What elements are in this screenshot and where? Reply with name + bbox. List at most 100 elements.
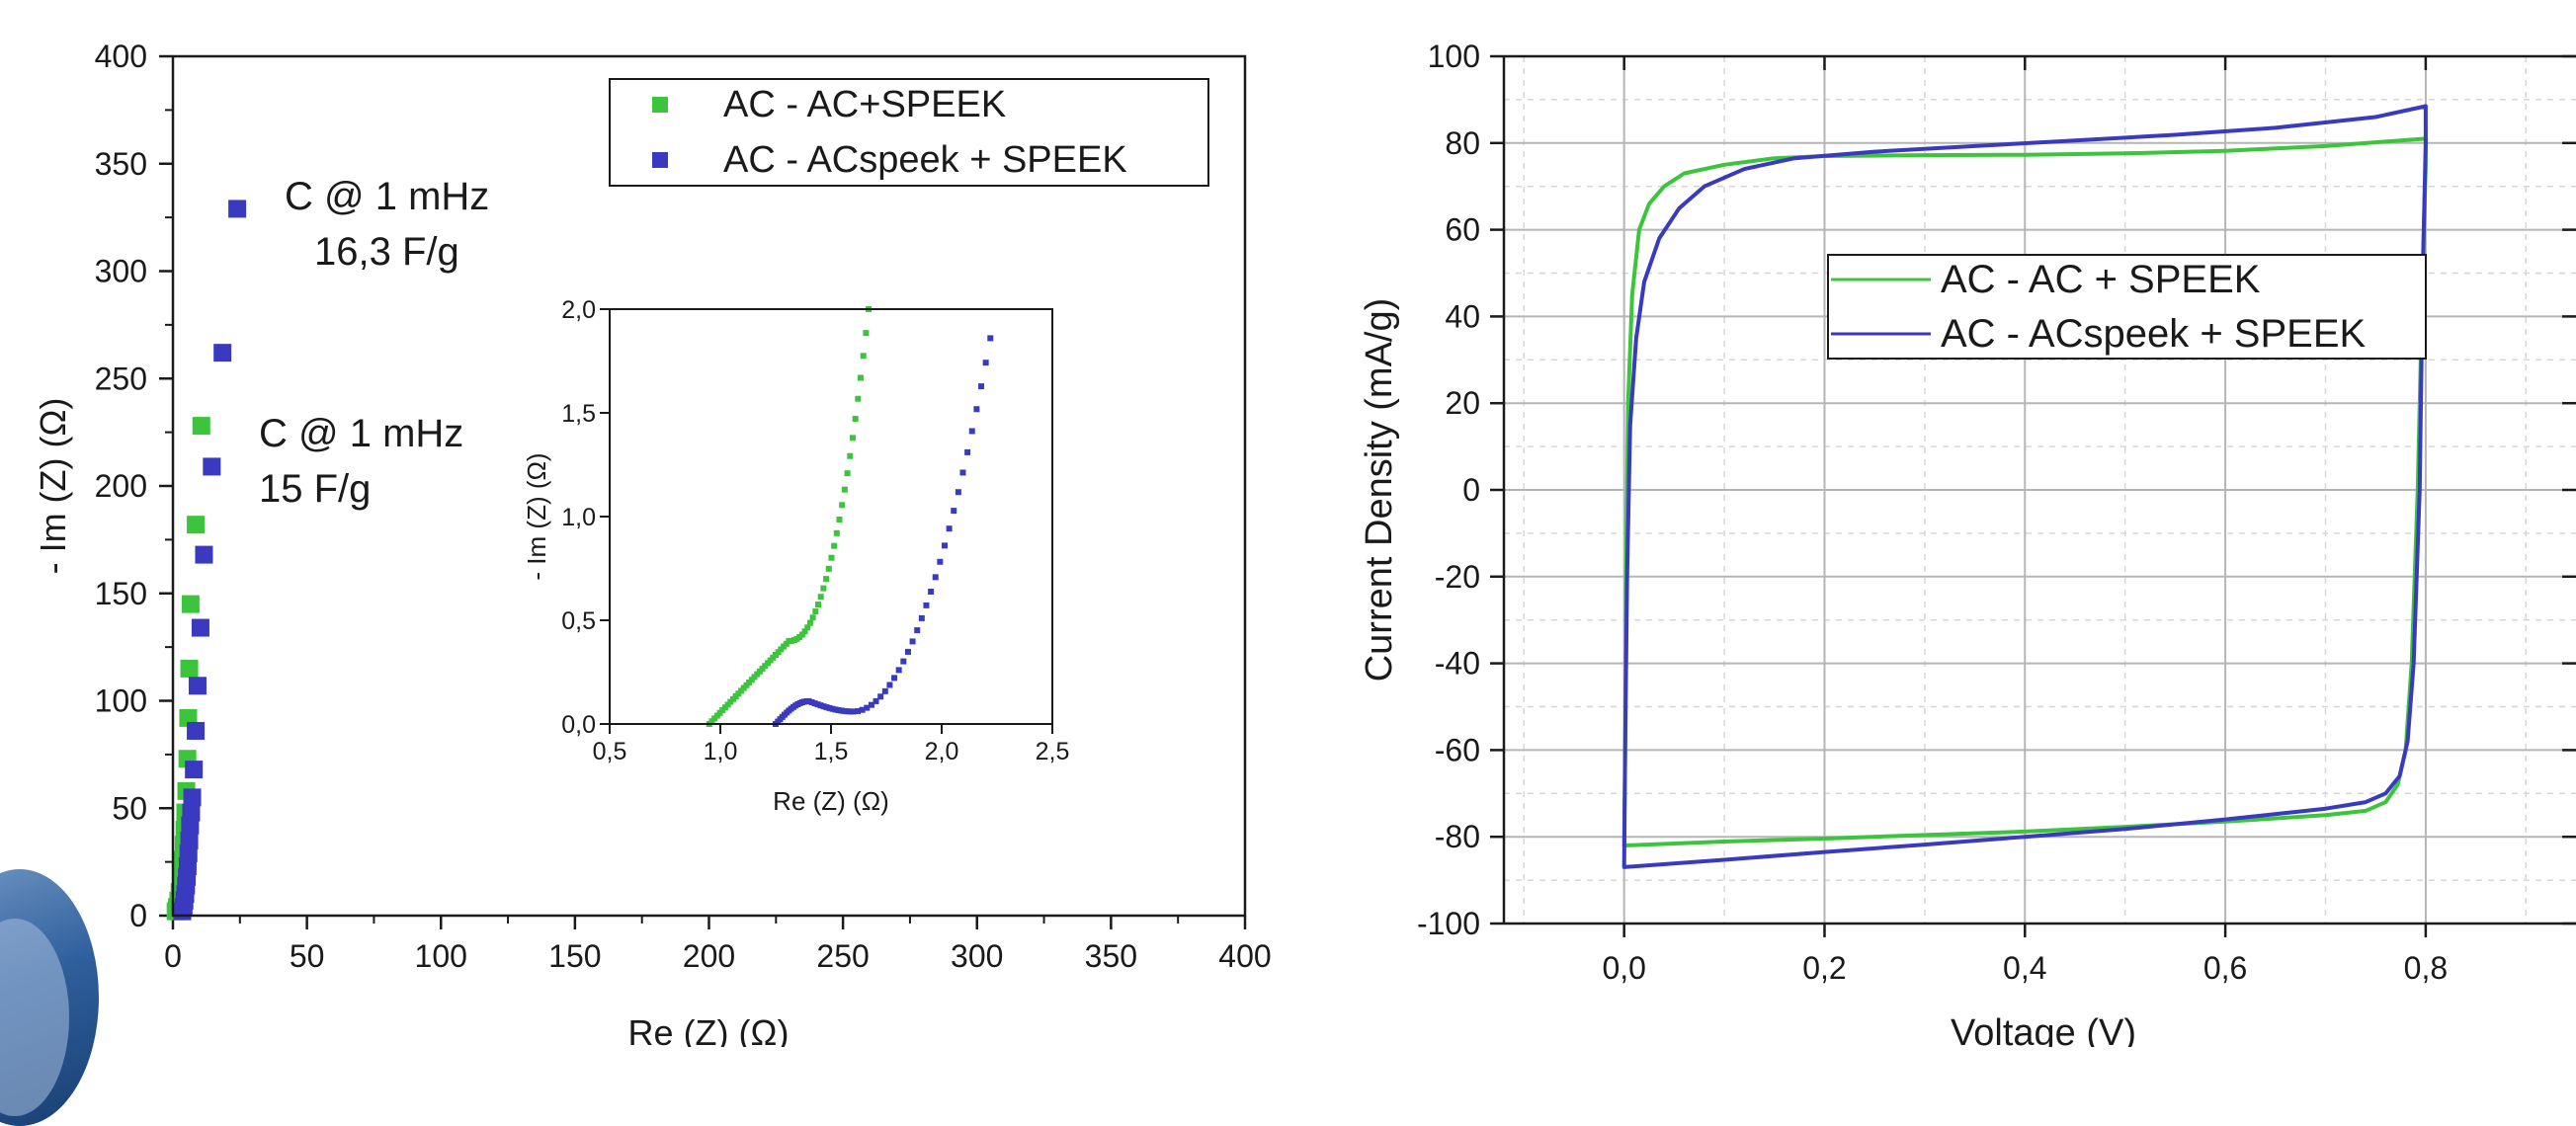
- inset-point-green: [849, 435, 856, 442]
- inset-point-green: [844, 470, 851, 477]
- annotation-blue-line-1: C @ 1 mHz: [285, 175, 489, 218]
- inset-point-blue: [982, 360, 989, 366]
- inset-y-tick-label: 0,0: [561, 711, 596, 739]
- inset-point-blue: [900, 658, 907, 665]
- nyquist-point-blue: [228, 200, 247, 218]
- inset-point-blue: [964, 448, 971, 455]
- nyquist-x-tick-label: 50: [290, 938, 325, 974]
- inset-point-green: [804, 624, 811, 631]
- inset-point-blue: [914, 627, 921, 634]
- inset-point-blue: [895, 667, 902, 674]
- inset-point-blue: [868, 701, 874, 708]
- cv-x-tick-label: 0,2: [1802, 950, 1846, 986]
- nyquist-legend: AC - AC+SPEEK AC - ACspeek + SPEEK: [609, 78, 1209, 187]
- cv-y-tick-label: 0: [1462, 472, 1480, 508]
- inset-point-green: [858, 374, 865, 381]
- nyquist-x-tick-labels: 0 50 100 150 200 250 300 350 400: [164, 938, 1272, 974]
- nyquist-x-tick-label: 150: [548, 938, 601, 974]
- inset-point-green: [828, 554, 835, 561]
- nyquist-inset: 0,5 1,0 1,5 2,0 2,5 0,00,51,01,52,0 Re (Z) (…: [522, 296, 1069, 816]
- inset-point-blue: [955, 489, 961, 496]
- nyquist-tick-marks: [159, 54, 1247, 929]
- inset-point-green: [841, 486, 848, 493]
- nyquist-point-blue: [185, 761, 204, 779]
- inset-point-green: [836, 516, 843, 523]
- inset-point-blue: [946, 525, 953, 532]
- nyquist-y-tick-label: 0: [129, 898, 147, 933]
- legend-marker-blue: [652, 152, 668, 168]
- nyquist-point-blue: [203, 457, 221, 476]
- cv-y-tick-label: 40: [1445, 298, 1480, 334]
- inset-x-tick-label: 0,5: [593, 738, 627, 765]
- inset-data-points: [706, 306, 994, 727]
- inset-point-blue: [918, 614, 925, 621]
- inset-point-green: [812, 608, 819, 615]
- figure-svg: 0 50 100 150 200 250 300 350 400 050100150200250…: [33, 39, 2576, 1054]
- annotation-blue-line-2: 16,3 F/g: [314, 230, 459, 274]
- inset-point-green: [817, 594, 824, 601]
- inset-x-tick-label: 2,0: [925, 738, 959, 765]
- inset-point-blue: [873, 697, 879, 704]
- figure-canvas: 0 50 100 150 200 250 300 350 400 0 50 100 150 200 250…: [0, 39, 2576, 1126]
- inset-point-blue: [886, 682, 893, 688]
- nyquist-x-tick-label: 250: [816, 938, 869, 974]
- nyquist-y-axis-label: - Im (Z) (Ω): [33, 398, 73, 575]
- cv-tick-marks: [1490, 54, 2576, 937]
- inset-point-green: [809, 614, 816, 621]
- cv-x-tick-label: 0,6: [2203, 950, 2247, 986]
- inset-point-blue: [959, 469, 966, 476]
- cv-y-tick-label: -80: [1435, 819, 1480, 854]
- inset-point-blue: [951, 508, 957, 515]
- nyquist-y-tick-label: 200: [95, 468, 147, 504]
- nyquist-y-tick-label: 250: [95, 361, 147, 396]
- inset-point-green: [825, 565, 832, 572]
- nyquist-point-blue: [213, 344, 232, 362]
- cv-x-tick-labels: 0,0 0,2 0,4 0,6 0,8: [1602, 950, 2448, 986]
- nyquist-y-tick-label: 50: [112, 790, 147, 826]
- nyquist-data-points: [166, 200, 247, 921]
- cv-y-tick-label: -20: [1435, 559, 1480, 595]
- legend-marker-green: [652, 97, 668, 113]
- inset-point-blue: [973, 406, 980, 413]
- inset-point-blue: [859, 706, 866, 713]
- inset-x-tick-label: 2,5: [1036, 738, 1070, 765]
- cv-x-axis-label: Voltage (V): [1951, 1012, 2136, 1047]
- inset-point-green: [801, 628, 808, 635]
- nyquist-y-tick-label: 300: [95, 254, 147, 289]
- inset-tick-marks: [600, 308, 1053, 734]
- inset-point-blue: [932, 574, 939, 581]
- cv-y-tick-label: 80: [1445, 125, 1480, 161]
- cv-y-axis-label: Current Density (mA/g): [1359, 298, 1400, 683]
- cv-chart: 0,0 0,2 0,4 0,6 0,8 -100 -80 -60 -40 -20 0 20 40 60 8…: [1359, 39, 2576, 1054]
- cv-y-tick-labels: -100 -80 -60 -40 -20 0 20 40 60 80 100: [1417, 39, 1480, 941]
- nyquist-y-tick-label: 350: [95, 146, 147, 182]
- inset-point-green: [820, 585, 827, 592]
- nyquist-point-blue: [188, 677, 207, 695]
- inset-point-blue: [855, 707, 862, 714]
- nyquist-x-tick-label: 350: [1085, 938, 1137, 974]
- nyquist-x-tick-label: 100: [415, 938, 467, 974]
- nyquist-y-tick-label: 150: [95, 576, 147, 611]
- inset-point-blue: [968, 428, 975, 435]
- annotation-green-line-1: C @ 1 mHz: [259, 412, 463, 455]
- inset-point-green: [852, 416, 859, 423]
- nyquist-y-tick-label: 100: [95, 684, 147, 719]
- inset-point-blue: [928, 589, 935, 596]
- inset-point-green: [847, 452, 854, 459]
- inset-point-green: [855, 395, 862, 402]
- nyquist-point-blue: [195, 545, 213, 564]
- inset-point-green: [839, 502, 846, 509]
- cv-legend-label-2: AC - ACspeek + SPEEK: [1941, 312, 2367, 356]
- inset-point-blue: [937, 558, 944, 565]
- inset-point-blue: [891, 675, 898, 682]
- nyquist-point-blue: [183, 788, 202, 807]
- nyquist-legend-label-1: AC - AC+SPEEK: [723, 84, 1006, 125]
- cv-x-tick-label: 0,0: [1602, 950, 1645, 986]
- inset-point-blue: [941, 542, 948, 549]
- inset-y-axis-label: - Im (Z) (Ω): [522, 452, 551, 580]
- inset-point-green: [833, 529, 840, 536]
- inset-point-green: [823, 576, 830, 583]
- cv-y-tick-label: 100: [1428, 39, 1480, 74]
- inset-y-tick-label: 1,5: [561, 400, 596, 428]
- cv-x-tick-label: 0,8: [2404, 950, 2448, 986]
